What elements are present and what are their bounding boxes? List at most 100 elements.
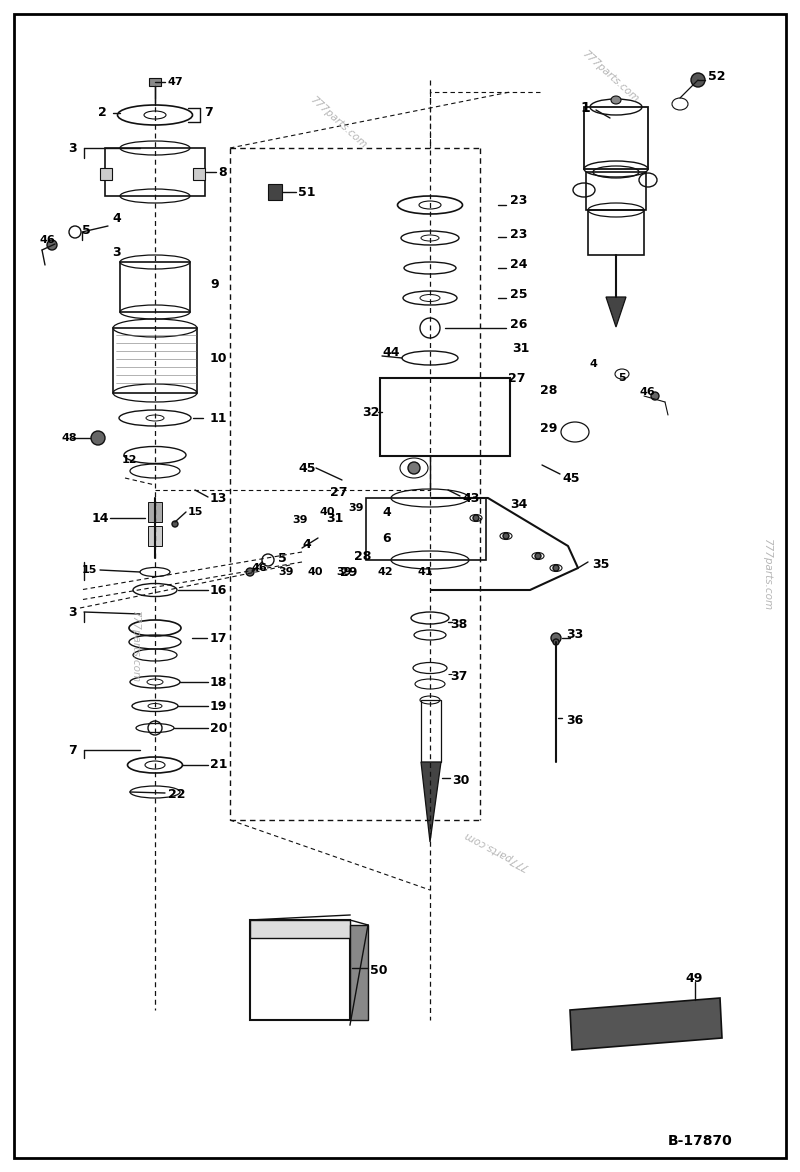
Text: 51: 51 [298, 185, 315, 198]
Text: 26: 26 [510, 318, 527, 331]
Text: 31: 31 [326, 511, 343, 525]
Text: 40: 40 [320, 507, 335, 517]
Text: 27: 27 [330, 485, 347, 498]
Text: 49: 49 [685, 972, 702, 984]
Circle shape [535, 553, 541, 559]
Text: 23: 23 [510, 193, 527, 206]
Text: 19: 19 [210, 700, 227, 713]
Circle shape [408, 462, 420, 473]
Text: 45: 45 [562, 471, 579, 484]
Text: 21: 21 [210, 758, 227, 771]
Text: 34: 34 [510, 497, 527, 511]
Text: 39: 39 [278, 567, 294, 577]
Text: 45: 45 [298, 462, 315, 475]
Text: 40: 40 [308, 567, 323, 577]
Text: 4: 4 [382, 505, 390, 518]
Text: 11: 11 [210, 411, 227, 424]
Text: 16: 16 [210, 584, 227, 597]
Text: 28: 28 [354, 550, 371, 563]
Text: 44: 44 [382, 346, 399, 359]
Text: 15: 15 [188, 507, 203, 517]
Bar [120, 263, 190, 312]
Text: 36: 36 [566, 714, 583, 727]
Ellipse shape [611, 96, 621, 104]
Bar [366, 498, 486, 560]
Text: 4: 4 [112, 211, 121, 225]
Text: 27: 27 [508, 372, 526, 384]
Text: 3: 3 [68, 606, 77, 619]
Text: 29: 29 [340, 566, 358, 579]
Text: 46: 46 [40, 236, 56, 245]
Text: 777parts.com: 777parts.com [130, 609, 140, 682]
Text: 4: 4 [302, 538, 310, 552]
Circle shape [473, 515, 479, 522]
Text: 47: 47 [167, 77, 182, 87]
Text: 33: 33 [566, 628, 583, 641]
Text: 17: 17 [210, 632, 227, 645]
Text: 20: 20 [210, 722, 227, 735]
Bar [268, 184, 282, 200]
Polygon shape [606, 297, 626, 327]
Text: 31: 31 [512, 341, 530, 354]
Circle shape [551, 633, 561, 643]
Text: 39: 39 [292, 515, 307, 525]
Text: 14: 14 [92, 511, 110, 525]
Text: 15: 15 [82, 565, 98, 575]
Text: 46: 46 [252, 563, 268, 573]
Text: 5: 5 [82, 224, 90, 237]
Text: 777parts.com: 777parts.com [762, 538, 772, 609]
Polygon shape [421, 762, 441, 841]
Bar [149, 79, 161, 86]
Text: 3: 3 [112, 245, 121, 259]
Bar [193, 168, 205, 180]
Circle shape [691, 73, 705, 87]
Text: 7: 7 [204, 105, 213, 118]
Text: 12: 12 [122, 455, 138, 465]
Text: 32: 32 [362, 406, 379, 418]
Circle shape [553, 639, 559, 645]
Circle shape [172, 522, 178, 527]
Text: 9: 9 [210, 279, 218, 292]
Circle shape [503, 533, 509, 539]
Text: 37: 37 [450, 669, 467, 682]
Text: 46: 46 [640, 387, 656, 397]
Text: 42: 42 [378, 567, 394, 577]
Circle shape [47, 240, 57, 250]
Bar [250, 920, 350, 1020]
Text: 5: 5 [618, 373, 626, 383]
Text: 29: 29 [540, 422, 558, 435]
Text: 50: 50 [370, 963, 387, 976]
Text: 39: 39 [336, 567, 351, 577]
Text: 18: 18 [210, 675, 227, 688]
Circle shape [91, 431, 105, 445]
Text: 52: 52 [708, 69, 726, 82]
Text: 39: 39 [348, 503, 363, 513]
Text: 43: 43 [462, 491, 479, 504]
Text: 23: 23 [510, 227, 527, 240]
Bar [584, 107, 648, 169]
Text: 2: 2 [98, 107, 106, 120]
Text: 25: 25 [510, 287, 527, 300]
Text: 777parts.com: 777parts.com [580, 48, 640, 104]
Text: B-17870: B-17870 [668, 1134, 733, 1149]
Bar [113, 328, 197, 393]
Text: 41: 41 [418, 567, 434, 577]
Text: 13: 13 [210, 491, 227, 504]
Text: 22: 22 [168, 789, 186, 802]
Circle shape [651, 391, 659, 400]
Text: 1: 1 [580, 101, 590, 115]
Polygon shape [570, 999, 722, 1050]
Text: 3: 3 [68, 142, 77, 155]
Bar [586, 172, 646, 210]
Text: 28: 28 [540, 383, 558, 396]
Bar [588, 210, 644, 255]
Text: 38: 38 [450, 619, 467, 632]
Text: 7: 7 [68, 743, 77, 756]
Circle shape [553, 565, 559, 571]
Text: 777parts.com: 777parts.com [308, 94, 368, 150]
Bar [350, 925, 368, 1020]
Bar [380, 379, 510, 456]
Text: 777parts.com: 777parts.com [462, 830, 530, 872]
Circle shape [246, 568, 254, 575]
Text: 35: 35 [592, 558, 610, 571]
